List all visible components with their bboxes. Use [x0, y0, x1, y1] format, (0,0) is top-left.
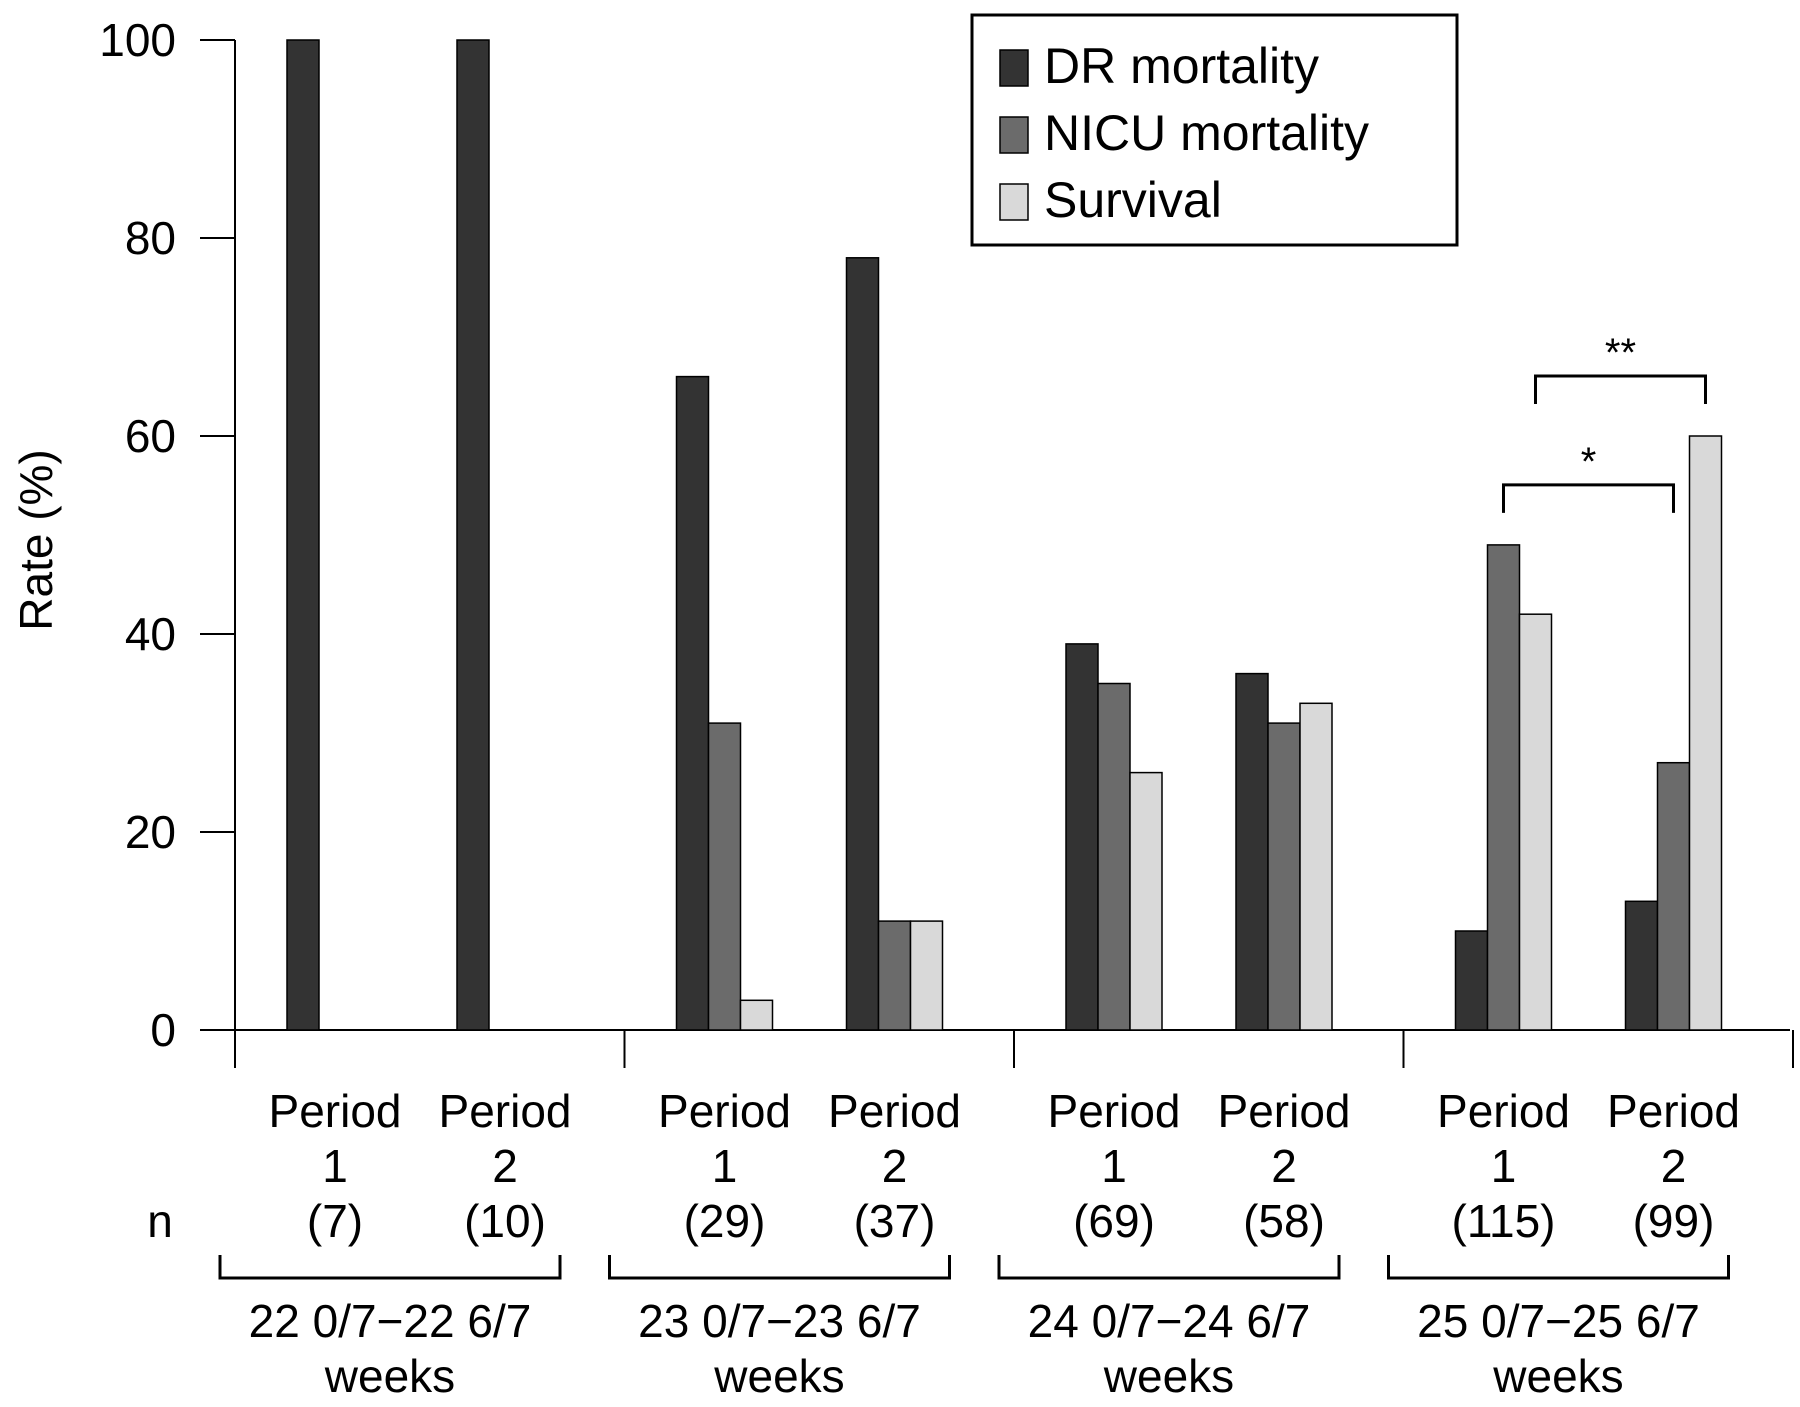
period-number: 2: [882, 1140, 908, 1192]
weeks-label: weeks: [1103, 1350, 1234, 1402]
y-axis-title: Rate (%): [10, 449, 62, 630]
y-tick-label: 20: [125, 806, 176, 858]
y-axis: 0 20 40 60 80 100: [99, 14, 236, 1068]
bar-survival: [1129, 771, 1163, 1031]
bar-survival: [1518, 613, 1553, 1031]
bar-dr-mortality: [286, 39, 320, 1031]
weeks-label: weeks: [324, 1350, 455, 1402]
bar-dr-mortality: [456, 39, 490, 1031]
bar-nicu-mortality: [1097, 682, 1131, 1031]
bar-survival: [909, 920, 944, 1031]
period-label: Period: [828, 1085, 961, 1137]
legend-label: Survival: [1044, 172, 1222, 228]
bar-nicu-mortality: [1486, 544, 1521, 1031]
period-label: Period: [269, 1085, 402, 1137]
significance-bracket: [1502, 483, 1675, 513]
period-number: 1: [712, 1140, 738, 1192]
bar-nicu-mortality: [707, 722, 742, 1031]
period-number: 1: [322, 1140, 348, 1192]
legend-swatch: [999, 183, 1029, 221]
group-bracket: [997, 1255, 1341, 1280]
legend: DR mortality NICU mortality Survival: [970, 13, 1459, 247]
gestational-age-label: 22 0/7−22 6/7: [249, 1295, 532, 1347]
gestational-age-label: 23 0/7−23 6/7: [638, 1295, 921, 1347]
bar-nicu-mortality: [877, 920, 912, 1031]
bar-dr-mortality: [1454, 930, 1489, 1031]
bars: [286, 39, 1723, 1031]
period-number: 2: [1271, 1140, 1297, 1192]
period-label: Period: [1218, 1085, 1351, 1137]
period-label: Period: [658, 1085, 791, 1137]
period-number: 2: [492, 1140, 518, 1192]
bar-nicu-mortality: [1267, 722, 1301, 1031]
period-label: Period: [1437, 1085, 1570, 1137]
y-tick-label: 60: [125, 410, 176, 462]
sample-size: (69): [1073, 1195, 1155, 1247]
sample-size: (10): [464, 1195, 546, 1247]
sample-size: (7): [307, 1195, 363, 1247]
bar-nicu-mortality: [1656, 761, 1691, 1031]
bar-dr-mortality: [1235, 672, 1269, 1031]
sample-size: (37): [854, 1195, 936, 1247]
sample-size: (29): [684, 1195, 766, 1247]
weeks-label: weeks: [1492, 1350, 1623, 1402]
bar-dr-mortality: [1624, 900, 1659, 1031]
bar-survival: [1688, 435, 1723, 1031]
significance-marker: **: [1605, 331, 1636, 375]
bar-dr-mortality: [845, 257, 880, 1031]
bar-dr-mortality: [675, 375, 710, 1031]
y-tick-label: 100: [99, 14, 176, 66]
legend-label: NICU mortality: [1044, 105, 1369, 161]
period-label: Period: [1607, 1085, 1740, 1137]
sample-size: (99): [1633, 1195, 1715, 1247]
legend-swatch: [999, 116, 1029, 154]
group-bracket: [608, 1255, 951, 1280]
sample-size: (115): [1452, 1195, 1556, 1247]
sample-size: (58): [1243, 1195, 1325, 1247]
period-number: 1: [1101, 1140, 1127, 1192]
gestational-age-label: 24 0/7−24 6/7: [1028, 1295, 1311, 1347]
bar-survival: [1299, 702, 1333, 1031]
legend-label: DR mortality: [1044, 38, 1319, 94]
group-bracket: [218, 1255, 562, 1280]
group-bracket: [1387, 1255, 1730, 1280]
gestational-age-label: 25 0/7−25 6/7: [1417, 1295, 1700, 1347]
legend-swatch: [999, 49, 1029, 87]
n-label: n: [147, 1195, 173, 1247]
significance-annotations: ***: [1502, 331, 1707, 513]
category-labels: Period1(7)Period2(10)Period1(29)Period2(…: [269, 1085, 1740, 1247]
y-tick-label: 40: [125, 608, 176, 660]
weeks-label: weeks: [713, 1350, 844, 1402]
bar-survival: [739, 999, 774, 1031]
y-tick-label: 80: [125, 212, 176, 264]
period-label: Period: [1048, 1085, 1181, 1137]
x-axis: [200, 1029, 1794, 1068]
bar-dr-mortality: [1065, 643, 1099, 1031]
significance-marker: *: [1581, 440, 1597, 484]
legend-box: [970, 13, 1459, 247]
period-number: 2: [1661, 1140, 1687, 1192]
y-tick-label: 0: [150, 1004, 176, 1056]
period-label: Period: [439, 1085, 572, 1137]
period-number: 1: [1491, 1140, 1517, 1192]
significance-bracket: [1534, 374, 1707, 404]
